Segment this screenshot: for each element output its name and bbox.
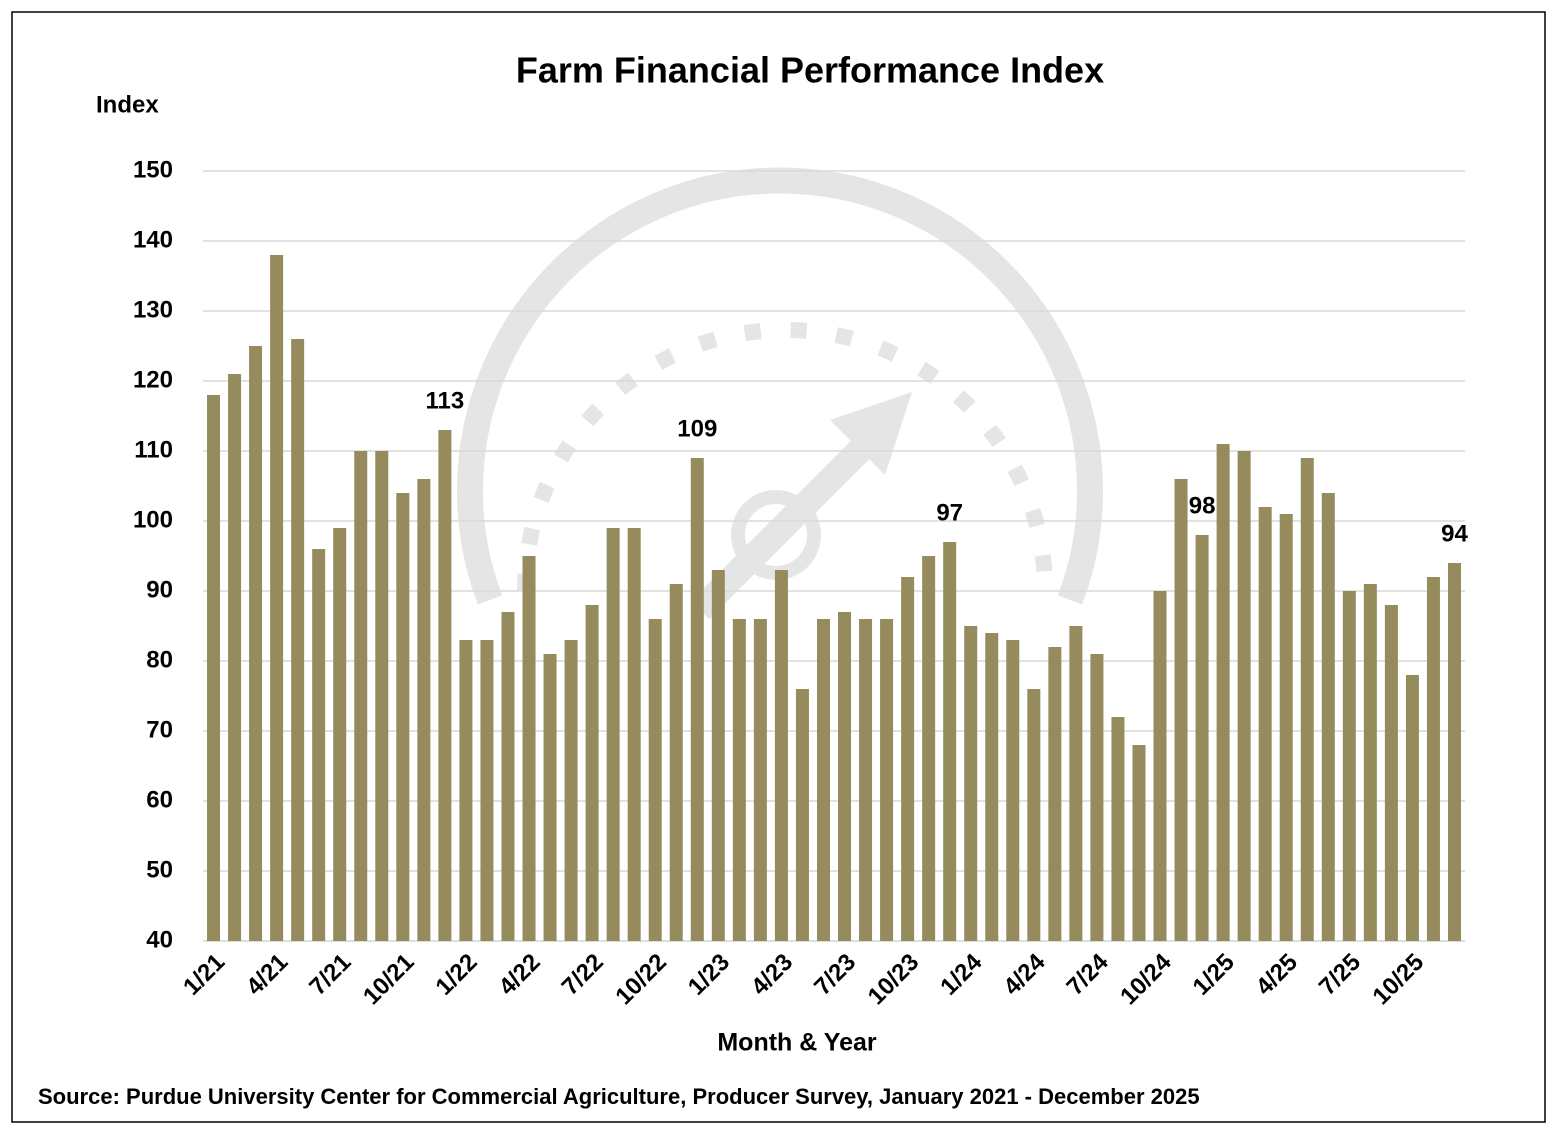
bar: [901, 577, 915, 941]
bar: [207, 395, 221, 941]
data-label: 94: [1441, 520, 1468, 547]
bar: [964, 626, 978, 941]
data-label: 97: [936, 499, 963, 526]
bar: [1426, 577, 1440, 941]
bar: [1384, 605, 1398, 941]
bar: [795, 689, 809, 941]
bar: [1279, 514, 1293, 941]
bar: [228, 374, 242, 941]
y-tick-label: 120: [133, 366, 173, 393]
bar: [312, 549, 326, 941]
bar: [1069, 626, 1083, 941]
gauge-needle: [690, 420, 890, 620]
bar: [943, 542, 957, 941]
bar: [1342, 591, 1356, 941]
y-tick-label: 80: [146, 646, 173, 673]
bar: [859, 619, 873, 941]
bar: [564, 640, 578, 941]
y-tick-label: 60: [146, 786, 173, 813]
bar: [333, 528, 347, 941]
bar: [816, 619, 830, 941]
bar: [1195, 535, 1209, 941]
bar: [1300, 458, 1314, 941]
bar: [838, 612, 852, 941]
bar: [985, 633, 999, 941]
bar: [648, 619, 662, 941]
bar: [291, 339, 305, 941]
bar: [522, 556, 536, 941]
y-tick-label: 100: [133, 506, 173, 533]
bar: [375, 451, 389, 941]
bar: [753, 619, 767, 941]
bar: [774, 570, 788, 941]
data-label: 113: [426, 387, 465, 414]
y-tick-label: 50: [146, 856, 173, 883]
bar: [1027, 689, 1041, 941]
bar: [1237, 451, 1251, 941]
bar: [249, 346, 263, 941]
bar: [1216, 444, 1230, 941]
bar: [270, 255, 284, 941]
bar: [1447, 563, 1461, 941]
data-label: 109: [677, 415, 717, 442]
bar: [1405, 675, 1419, 941]
bar: [1048, 647, 1062, 941]
bar: [1363, 584, 1377, 941]
y-tick-label: 90: [146, 576, 173, 603]
bar: [354, 451, 368, 941]
bar: [690, 458, 704, 941]
bar: [627, 528, 641, 941]
bar: [1174, 479, 1188, 941]
bar: [1090, 654, 1104, 941]
data-label: 98: [1189, 492, 1216, 519]
y-axis-title: Index: [96, 91, 159, 118]
bar: [711, 570, 725, 941]
bar: [669, 584, 683, 941]
bar: [880, 619, 894, 941]
bar: [1132, 745, 1146, 941]
bar: [417, 479, 431, 941]
bar: [1111, 717, 1125, 941]
bar: [501, 612, 515, 941]
watermark: [457, 167, 1103, 620]
x-axis-title: Month & Year: [717, 1029, 877, 1057]
bar: [1153, 591, 1167, 941]
bar: [480, 640, 494, 941]
bar: [585, 605, 599, 941]
gauge-arc: [457, 167, 1103, 605]
bar: [459, 640, 473, 941]
bar: [543, 654, 557, 941]
y-tick-label: 150: [133, 156, 173, 183]
bar: [1006, 640, 1020, 941]
chart-title: Farm Financial Performance Index: [516, 50, 1104, 91]
bar: [922, 556, 936, 941]
bar: [396, 493, 410, 941]
bar: [1258, 507, 1272, 941]
y-tick-label: 130: [133, 296, 173, 323]
y-tick-label: 40: [146, 926, 173, 953]
bar: [1321, 493, 1335, 941]
y-tick-label: 70: [146, 716, 173, 743]
bar: [606, 528, 620, 941]
y-tick-label: 140: [133, 226, 173, 253]
bar: [732, 619, 746, 941]
gauge-arrowhead: [830, 392, 912, 475]
source-note: Source: Purdue University Center for Com…: [38, 1084, 1200, 1109]
bar: [438, 430, 452, 941]
y-tick-label: 110: [134, 436, 173, 463]
